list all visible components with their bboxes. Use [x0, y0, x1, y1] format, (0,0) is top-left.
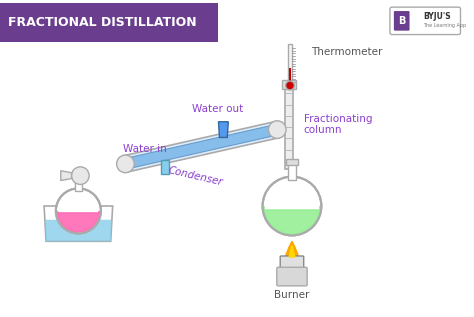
Polygon shape	[45, 220, 112, 241]
Polygon shape	[124, 124, 278, 169]
FancyBboxPatch shape	[288, 162, 296, 179]
Circle shape	[268, 121, 286, 139]
Text: Fractionating
column: Fractionating column	[304, 114, 372, 135]
FancyBboxPatch shape	[282, 80, 296, 89]
Circle shape	[286, 81, 294, 90]
Text: Thermometer: Thermometer	[311, 47, 383, 57]
Circle shape	[117, 155, 134, 173]
Text: FRACTIONAL DISTILLATION: FRACTIONAL DISTILLATION	[8, 16, 196, 29]
Circle shape	[72, 167, 89, 184]
Polygon shape	[57, 211, 100, 232]
FancyBboxPatch shape	[75, 176, 82, 191]
FancyBboxPatch shape	[288, 44, 292, 86]
Polygon shape	[219, 122, 228, 138]
FancyBboxPatch shape	[280, 256, 304, 270]
Text: Burner: Burner	[274, 290, 310, 300]
Polygon shape	[264, 206, 320, 234]
Polygon shape	[161, 160, 169, 174]
FancyBboxPatch shape	[277, 267, 307, 286]
Text: BYJU'S: BYJU'S	[423, 12, 451, 22]
FancyBboxPatch shape	[394, 11, 410, 31]
Text: Water in: Water in	[123, 144, 167, 154]
Polygon shape	[44, 206, 113, 241]
Polygon shape	[124, 121, 279, 172]
Circle shape	[56, 188, 101, 233]
Polygon shape	[61, 171, 72, 181]
Text: Water out: Water out	[192, 104, 243, 114]
FancyBboxPatch shape	[286, 159, 298, 165]
Text: Condenser: Condenser	[168, 165, 224, 187]
FancyBboxPatch shape	[390, 7, 460, 35]
Circle shape	[263, 177, 321, 236]
Text: B: B	[398, 16, 405, 26]
Polygon shape	[285, 241, 299, 257]
FancyBboxPatch shape	[284, 86, 293, 169]
Text: The Learning App: The Learning App	[423, 23, 466, 28]
FancyBboxPatch shape	[289, 68, 291, 86]
FancyBboxPatch shape	[0, 3, 218, 42]
Polygon shape	[289, 245, 295, 257]
